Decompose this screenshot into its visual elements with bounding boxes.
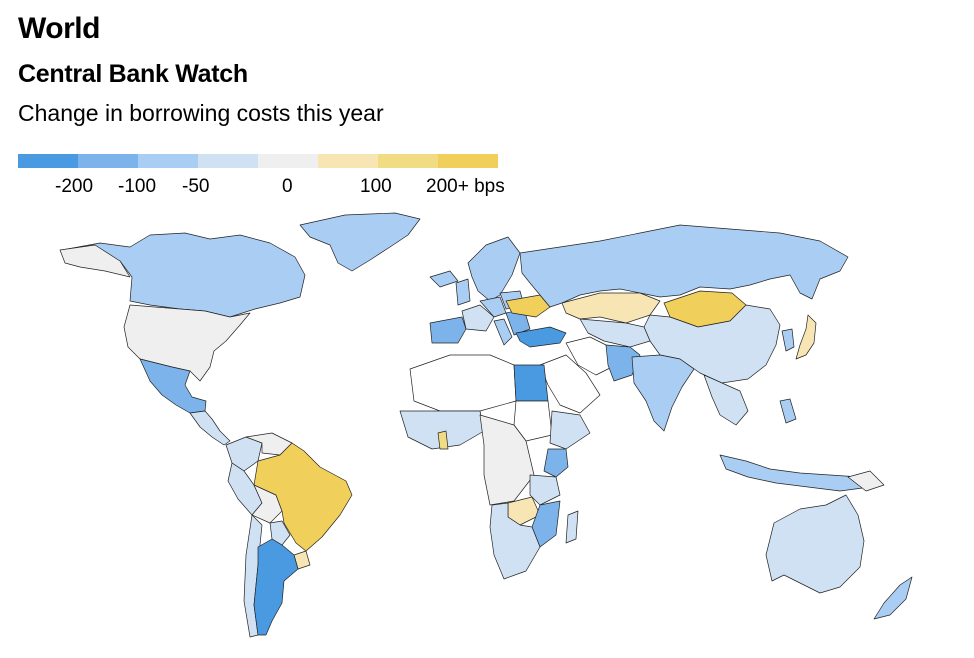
country-central-america[interactable] xyxy=(189,410,231,446)
legend-swatch xyxy=(438,154,498,168)
country-ghana[interactable] xyxy=(437,430,449,450)
country-southern-africa[interactable] xyxy=(489,502,541,580)
country-north-africa[interactable] xyxy=(409,354,517,412)
legend-swatch xyxy=(318,154,378,168)
legend-label: 0 xyxy=(282,176,293,197)
country-central-africa[interactable] xyxy=(479,414,535,506)
country-madagascar[interactable] xyxy=(565,510,579,544)
country-russia[interactable] xyxy=(519,224,849,308)
legend-swatch xyxy=(378,154,438,168)
world-map xyxy=(59,212,913,638)
country-iceland[interactable] xyxy=(429,270,459,288)
country-tanzania[interactable] xyxy=(529,474,561,506)
country-brazil[interactable] xyxy=(253,442,353,552)
chart-title: Central Bank Watch xyxy=(18,60,248,88)
country-uk[interactable] xyxy=(455,278,471,306)
country-kazakhstan[interactable] xyxy=(561,292,661,324)
country-china[interactable] xyxy=(643,304,781,384)
country-ethiopia[interactable] xyxy=(549,410,591,450)
legend-swatch xyxy=(18,154,78,168)
region-title: World xyxy=(18,12,100,45)
legend-label: 200+ bps xyxy=(426,176,505,197)
legend-label: 100 xyxy=(360,176,392,197)
legend-label: -100 xyxy=(118,176,157,197)
country-papua-new-guinea[interactable] xyxy=(847,470,885,492)
country-turkey[interactable] xyxy=(515,326,567,348)
country-italy[interactable] xyxy=(493,318,513,346)
country-kenya[interactable] xyxy=(543,448,569,478)
country-japan[interactable] xyxy=(795,314,817,360)
country-pakistan[interactable] xyxy=(605,344,641,382)
country-saudi-arabia[interactable] xyxy=(539,354,601,414)
legend-label: -50 xyxy=(182,176,210,197)
country-scandinavia[interactable] xyxy=(467,236,521,302)
country-west-africa[interactable] xyxy=(399,410,485,450)
color-legend xyxy=(18,154,498,168)
country-korea[interactable] xyxy=(781,328,795,352)
legend-swatch xyxy=(138,154,198,168)
country-southeast-asia[interactable] xyxy=(703,374,749,426)
country-argentina[interactable] xyxy=(253,538,299,636)
legend-swatch xyxy=(78,154,138,168)
country-philippines[interactable] xyxy=(779,398,797,424)
country-australia[interactable] xyxy=(765,494,865,594)
country-ukraine[interactable] xyxy=(505,294,551,318)
country-iberia[interactable] xyxy=(429,316,467,344)
legend-labels: -200 -100 -50 0 100 200+ bps xyxy=(0,176,600,202)
country-canada[interactable] xyxy=(61,232,306,318)
country-paraguay[interactable] xyxy=(269,520,291,546)
legend-swatch xyxy=(198,154,258,168)
country-new-zealand[interactable] xyxy=(873,576,913,620)
country-india[interactable] xyxy=(631,354,695,432)
country-greenland[interactable] xyxy=(299,212,421,272)
country-sudan[interactable] xyxy=(513,400,553,442)
legend-swatch xyxy=(258,154,318,168)
country-egypt[interactable] xyxy=(513,364,549,402)
country-united-states[interactable] xyxy=(123,304,251,382)
country-mexico[interactable] xyxy=(139,358,207,414)
legend-label: -200 xyxy=(55,176,94,197)
country-central-asia[interactable] xyxy=(579,318,651,348)
country-indonesia[interactable] xyxy=(719,454,871,492)
country-us-alaska[interactable] xyxy=(59,244,131,278)
country-mozambique[interactable] xyxy=(531,500,561,548)
chart-subtitle: Change in borrowing costs this year xyxy=(18,100,384,126)
